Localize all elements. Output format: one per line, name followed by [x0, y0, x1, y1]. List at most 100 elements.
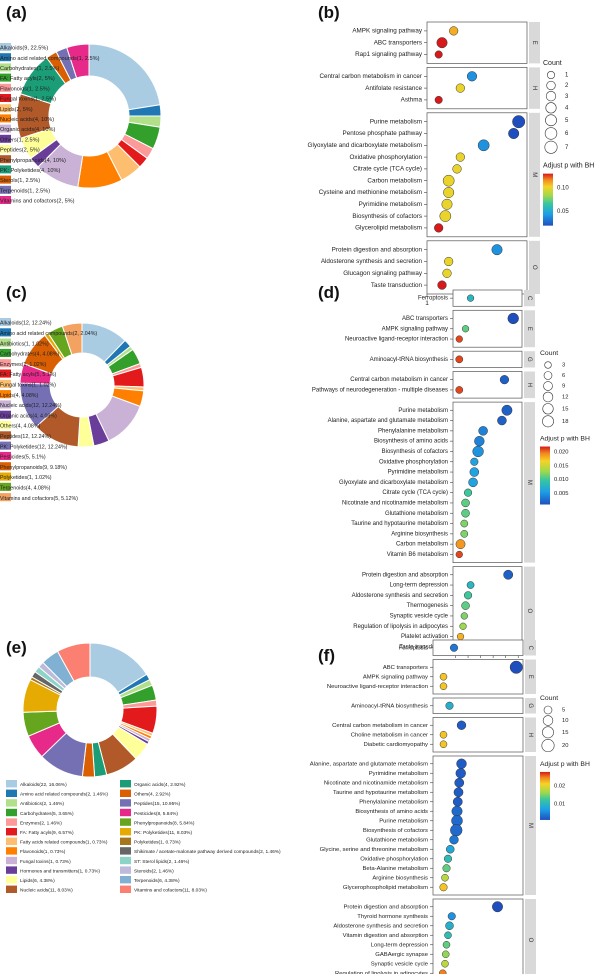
legend-swatch: [0, 134, 11, 143]
pathway-label: Vitamin B6 metabolism: [387, 552, 448, 558]
size-legend-label: 1: [565, 73, 569, 79]
legend-label: Terpenoids(4, 4.08%): [0, 486, 51, 492]
legend-swatch: [0, 175, 11, 184]
pathway-label: Glycerophospholipid metabolism: [343, 885, 428, 891]
pie-slice: [66, 43, 90, 79]
size-legend-label: 5: [565, 118, 569, 124]
legend-label: Phenylpropanoids(8, 5.84%): [134, 820, 195, 826]
pathway-label: Aldosterone synthesis and secretion: [321, 258, 423, 265]
legend-swatch: [0, 53, 11, 62]
pathway-label: Alanine, aspartate and glutamate metabol…: [328, 418, 448, 424]
pathway-label: Aminoacyl-tRNA biosynthesis: [370, 357, 448, 363]
bubble-point: [478, 426, 488, 436]
size-legend-title: Count: [540, 350, 558, 357]
pathway-label: GABAergic synapse: [375, 952, 428, 958]
bubble-point: [461, 509, 470, 518]
size-legend-label: 10: [562, 718, 568, 724]
legend-label: Carbohydrates(1, 2.5%): [0, 66, 60, 72]
legend-label: Flavonoids(1, 2.5%): [0, 86, 50, 92]
bubble-point: [460, 530, 469, 538]
pathway-label: Purine metabolism: [379, 818, 428, 824]
pathway-label: Pathways of neurodegeneration - multiple…: [312, 388, 448, 394]
bubble-point: [507, 312, 519, 325]
legend-swatch: [0, 431, 11, 440]
legend-label: Antibiotics(1, 1.02%): [0, 341, 49, 347]
legend-label: Lipids(2, 5%): [0, 107, 33, 113]
color-bar: [543, 173, 553, 226]
legend-label: FA: Fatty acyls(9, 6.57%): [20, 830, 74, 836]
pathway-label: Beta-Alanine metabolism: [363, 866, 429, 872]
pathway-label: Alanine, aspartate and glutamate metabol…: [310, 761, 428, 767]
pathway-label: Neuroactive ligand-receptor interaction: [345, 337, 448, 343]
pathway-label: Glutathione metabolism: [366, 837, 428, 843]
bubble-point: [455, 83, 465, 93]
legend-label: PK: Polyketides(11, 8.03%): [134, 830, 192, 836]
bubble-point: [455, 550, 463, 559]
pathway-label: Synaptic vesicle cycle: [390, 614, 449, 620]
legend-swatch: [6, 780, 17, 788]
pathway-label: Central carbon metabolism in cancer: [319, 73, 422, 80]
bubble-point: [456, 632, 465, 641]
size-legend-circle: [546, 70, 556, 80]
bubble-point: [460, 519, 469, 528]
legend-swatch: [0, 472, 11, 481]
panel-label: (d): [318, 283, 340, 302]
pathway-label: ABC transporters: [374, 39, 422, 46]
legend-swatch: [6, 799, 17, 807]
facet-strip: [524, 351, 535, 368]
pie-slice: [56, 642, 91, 682]
pathway-label: Nicotinate and nicotinamide metabolism: [324, 780, 428, 786]
bubble-point: [499, 375, 510, 385]
legend-label: Vitamins and cofactors(5, 5.12%): [0, 496, 78, 502]
pathway-label: AMPK signaling pathway: [352, 28, 423, 35]
pathway-label: Taste transduction: [371, 282, 423, 289]
pathway-label: Vitamin digestion and absorption: [343, 933, 428, 939]
panel-label: (a): [6, 3, 27, 22]
pathway-label: Phenylalanine metabolism: [378, 428, 448, 434]
bubble-point: [492, 901, 503, 913]
legend-swatch: [6, 789, 17, 797]
legend-label: Amino acid related compounds(2, 1.46%): [20, 792, 108, 798]
pathway-label: Taurine and hypotaurine metabolism: [333, 790, 428, 796]
legend-label: Flavonoids(1, 0.73%): [20, 849, 66, 855]
bubble-point: [501, 404, 513, 416]
facet-panel: [432, 659, 524, 695]
pathway-label: Citrate cycle (TCA cycle): [382, 490, 448, 496]
legend-swatch: [6, 885, 17, 893]
facet-strip-label: M: [527, 823, 533, 828]
pathway-label: AMPK signaling pathway: [382, 326, 448, 332]
facet-strip: [525, 698, 536, 714]
legend-swatch: [0, 185, 11, 194]
pathway-label: Oxidative phosphorylation: [350, 154, 423, 161]
pathway-label: Long-term depression: [390, 583, 448, 589]
bubble-point: [449, 26, 459, 36]
size-legend-label: 5: [562, 708, 565, 714]
pathway-label: Protein digestion and absorption: [362, 572, 448, 578]
size-legend-circle: [542, 415, 554, 428]
legend-label: Sterols(1, 2.5%): [0, 178, 40, 184]
pathway-label: Pyrimidine metabolism: [388, 470, 448, 476]
legend-swatch: [0, 43, 11, 51]
legend-swatch: [120, 799, 131, 807]
bubble-point: [449, 643, 459, 652]
legend-swatch: [0, 400, 11, 409]
pie-legend: Alkaloids(22, 16.06%) Amino acid related …: [6, 780, 281, 894]
bubble-point: [439, 210, 452, 222]
pathway-label: Oxidative phosphorylation: [360, 856, 428, 862]
size-legend-label: 9: [562, 384, 565, 390]
bubble-point: [509, 660, 523, 674]
bubble-point: [434, 50, 443, 59]
legend-label: Others(4, 4.08%): [0, 424, 41, 430]
pathway-label: Phenylalanine metabolism: [359, 799, 428, 805]
pathway-label: Aminoacyl-tRNA biosynthesis: [351, 703, 428, 709]
size-legend-circle: [543, 371, 553, 380]
pathway-label: Asthma: [401, 97, 423, 104]
size-legend-label: 18: [562, 419, 568, 425]
legend-label: Phenylpropanoids(4, 10%): [0, 158, 66, 164]
legend-label: Steroids(2, 1.46%): [134, 868, 174, 874]
legend-swatch: [0, 165, 11, 174]
legend-swatch: [0, 94, 11, 102]
legend-label: PK: Polyketides(12, 12.24%): [0, 444, 68, 450]
legend-swatch: [120, 808, 131, 817]
pathway-label: Ferroptosis: [399, 645, 429, 651]
